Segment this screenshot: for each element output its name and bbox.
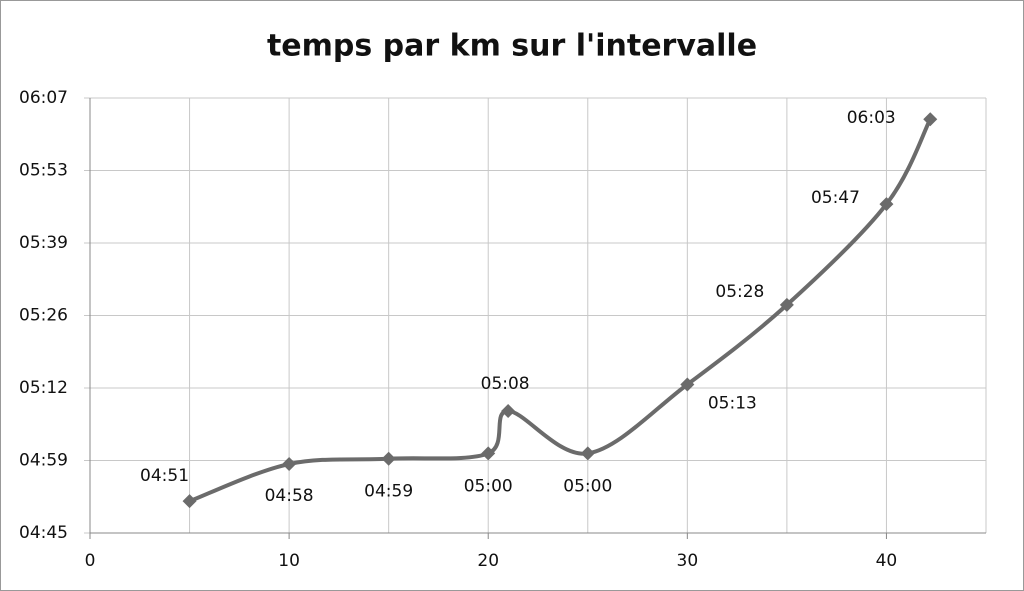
marker (923, 112, 938, 127)
x-tick-label: 0 (85, 551, 96, 571)
marker (680, 377, 695, 392)
data-label: 05:28 (715, 282, 764, 302)
marker (779, 297, 794, 312)
y-tick-label: 05:39 (19, 233, 68, 253)
y-tick-label: 06:07 (19, 88, 68, 108)
marker (879, 197, 894, 212)
y-tick-label: 05:53 (19, 161, 68, 181)
data-label: 05:08 (481, 374, 530, 394)
chart-title: temps par km sur l'intervalle (267, 29, 757, 64)
marker (182, 494, 197, 509)
x-tick-label: 40 (876, 551, 898, 571)
marker (501, 403, 516, 418)
data-label: 06:03 (847, 108, 896, 128)
x-tick-label: 30 (677, 551, 699, 571)
x-tick-label: 10 (278, 551, 300, 571)
marker (282, 457, 297, 472)
data-label: 04:51 (140, 466, 189, 486)
marker (381, 451, 396, 466)
data-label: 05:00 (464, 476, 513, 496)
y-tick-label: 04:59 (19, 450, 68, 470)
y-tick-label: 04:45 (19, 523, 68, 543)
data-label: 05:00 (563, 476, 612, 496)
y-tick-label: 05:12 (19, 378, 68, 398)
y-tick-label: 05:26 (19, 306, 68, 326)
marker (580, 446, 595, 461)
marker (481, 446, 496, 461)
data-label: 05:13 (708, 393, 757, 413)
data-label: 04:59 (364, 482, 413, 502)
x-tick-label: 20 (477, 551, 499, 571)
data-label: 04:58 (265, 486, 314, 506)
line (188, 118, 933, 504)
data-label: 05:47 (811, 188, 860, 208)
